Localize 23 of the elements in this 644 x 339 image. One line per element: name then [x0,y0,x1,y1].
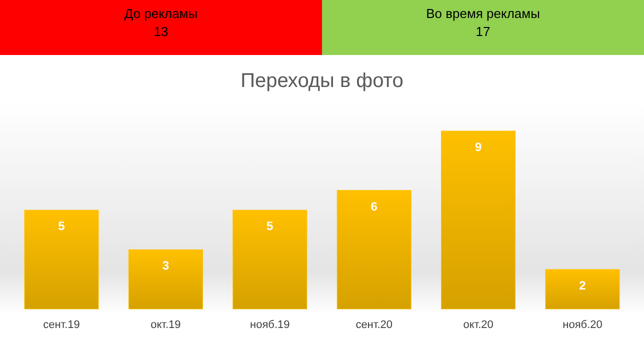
bar [24,210,99,310]
x-tick-label: нояб.20 [562,319,602,331]
bar [545,269,620,310]
bar [128,249,203,310]
data-label: 5 [266,219,274,234]
data-label: 2 [579,278,586,292]
bar [336,190,412,310]
x-tick-label: нояб.19 [250,319,290,331]
x-tick-label: окт.19 [150,319,181,331]
data-label: 13 [154,24,168,39]
chart-title: Переходы в фото [240,70,404,92]
category-label: Во время рекламы [426,6,540,21]
category-label: До рекламы [124,6,198,21]
data-label: 6 [370,199,378,214]
data-label: 17 [476,24,490,39]
x-tick-label: сент.19 [43,319,80,331]
bar [232,210,308,310]
data-label: 3 [162,258,170,273]
x-tick-label: сент.20 [356,319,393,331]
data-label: 5 [58,219,66,234]
bar [441,130,516,310]
data-label: 9 [474,140,482,154]
x-tick-label: окт.20 [463,319,494,331]
